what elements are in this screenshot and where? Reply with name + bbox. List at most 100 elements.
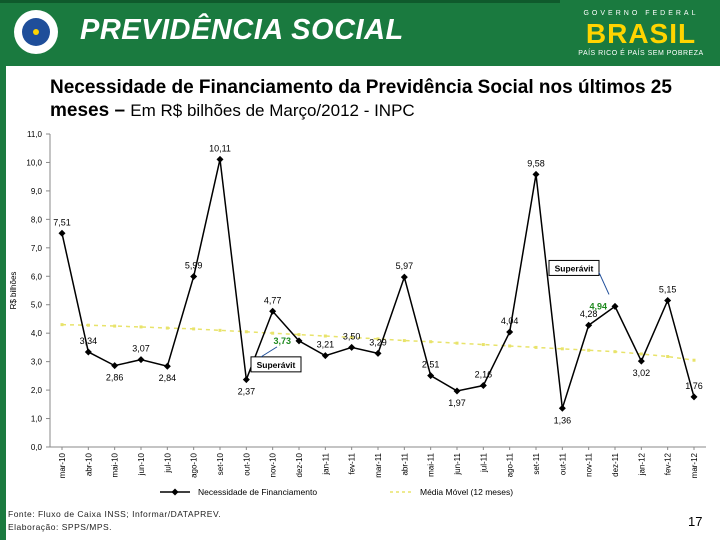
- x-tick-label: nov-11: [585, 452, 594, 476]
- moving-average-point: [429, 340, 433, 344]
- x-tick-label: set-11: [532, 452, 541, 474]
- moving-average-point: [376, 337, 380, 341]
- x-tick-label: nov-10: [269, 452, 278, 477]
- data-label: 5,99: [185, 261, 203, 271]
- financing-point: [137, 356, 145, 364]
- financing-point: [506, 328, 514, 336]
- y-tick-label: 0,0: [31, 443, 43, 452]
- x-tick-label: out-11: [558, 452, 567, 475]
- x-tick-label: fev-11: [348, 452, 357, 474]
- data-label: 4,28: [580, 309, 598, 319]
- moving-average-point: [323, 334, 327, 338]
- data-label: 2,16: [475, 370, 493, 380]
- annotation-arrow: [598, 272, 610, 295]
- financing-point: [690, 393, 698, 401]
- y-tick-label: 11,0: [27, 130, 43, 139]
- financing-point: [585, 321, 593, 329]
- x-tick-label: ago-11: [506, 452, 515, 477]
- moving-average-point: [666, 355, 670, 359]
- moving-average-point: [244, 330, 248, 334]
- moving-average-point: [297, 333, 301, 337]
- x-tick-label: fev-12: [664, 452, 673, 475]
- data-label: 5,15: [659, 284, 677, 294]
- moving-average-point: [455, 341, 459, 345]
- financing-point: [479, 382, 487, 390]
- financing-point: [427, 372, 435, 380]
- moving-average-point: [481, 343, 485, 347]
- data-label: 2,84: [159, 373, 177, 383]
- moving-average-point: [692, 358, 696, 362]
- financing-point: [111, 362, 119, 370]
- moving-average-point: [560, 347, 564, 351]
- y-tick-label: 2,0: [31, 386, 43, 395]
- logo-globe: [22, 18, 50, 46]
- data-label: 10,11: [209, 143, 231, 153]
- financing-point: [58, 229, 66, 237]
- data-label: 5,97: [396, 261, 414, 271]
- financing-point: [400, 273, 408, 281]
- moving-average-point: [350, 335, 354, 339]
- financing-point: [558, 404, 566, 412]
- y-tick-label: 4,0: [31, 329, 43, 338]
- x-tick-label: mar-12: [690, 452, 699, 478]
- x-tick-label: dez-10: [295, 452, 304, 477]
- financing-line-chart: 0,0 1,0 2,0 3,0 4,0 5,0 6,0 7,0 8,0 9,0 10,0 11,0 R$…: [9, 130, 706, 497]
- financing-point: [216, 155, 224, 163]
- moving-average-point: [534, 345, 538, 349]
- footer-elaboration: Elaboração: SPPS/MPS.: [8, 522, 113, 532]
- x-tick-label: abr-10: [84, 452, 93, 476]
- data-label: 4,77: [264, 295, 282, 305]
- y-tick-label: 6,0: [31, 272, 43, 281]
- x-tick-label: mar-11: [374, 452, 383, 477]
- financing-point: [453, 387, 461, 395]
- data-label: 4,04: [501, 316, 519, 326]
- moving-average-point: [165, 326, 169, 330]
- x-tick-label: jul-11: [479, 452, 488, 473]
- financing-line: [61, 159, 695, 409]
- moving-average-point: [587, 348, 591, 352]
- financing-point: [532, 170, 540, 178]
- financing-point: [348, 343, 356, 351]
- data-label: 3,50: [343, 331, 361, 341]
- legend-marker-main: [171, 488, 179, 496]
- annotation-value: 3,73: [273, 336, 291, 346]
- financing-point: [269, 307, 277, 315]
- x-tick-label: dez-11: [611, 452, 620, 476]
- data-label: 2,37: [238, 387, 256, 397]
- previdencia-logo-icon: [14, 10, 58, 54]
- data-label: 1,36: [554, 415, 572, 425]
- annotation-box: [250, 356, 302, 373]
- x-tick-label: jan-11: [321, 452, 330, 475]
- legend-label-main: Necessidade de Financiamento: [198, 487, 317, 497]
- brasil-logo-text: BRASIL: [585, 18, 697, 49]
- data-label: 3,34: [80, 336, 98, 346]
- x-tick-label: mai-11: [427, 452, 436, 476]
- moving-average-point: [192, 327, 196, 331]
- financing-point: [295, 337, 303, 345]
- page-number: 17: [688, 514, 703, 529]
- y-tick-label: 9,0: [31, 187, 43, 196]
- moving-average-point: [402, 339, 406, 343]
- y-axis-label: R$ bilhões: [9, 272, 18, 310]
- data-label: 9,58: [527, 158, 545, 168]
- government-label: GOVERNO FEDERAL: [583, 10, 699, 17]
- x-tick-label: abr-11: [400, 452, 409, 475]
- data-label: 7,51: [53, 217, 71, 227]
- x-tick-label: jun-10: [137, 452, 146, 476]
- moving-average-point: [639, 352, 643, 356]
- financing-point: [664, 296, 672, 304]
- financing-point: [321, 352, 329, 360]
- data-label: 3,21: [317, 340, 335, 350]
- y-tick-label: 3,0: [31, 358, 43, 367]
- moving-average-point: [113, 324, 117, 328]
- financing-point: [163, 362, 171, 370]
- footer-notes: Fonte: Fluxo de Caixa INSS; Informar/DAT…: [8, 508, 221, 534]
- x-tick-label: set-10: [216, 452, 225, 475]
- y-tick-label: 8,0: [31, 215, 43, 224]
- annotation-value: 4,94: [589, 301, 607, 311]
- x-tick-label: mai-10: [111, 452, 120, 477]
- data-label: 1,97: [448, 398, 466, 408]
- y-tick-label: 5,0: [31, 301, 43, 310]
- legend-label-moving-avg: Média Móvel (12 meses): [420, 487, 513, 497]
- footer-source: Fonte: Fluxo de Caixa INSS; Informar/DAT…: [8, 509, 222, 519]
